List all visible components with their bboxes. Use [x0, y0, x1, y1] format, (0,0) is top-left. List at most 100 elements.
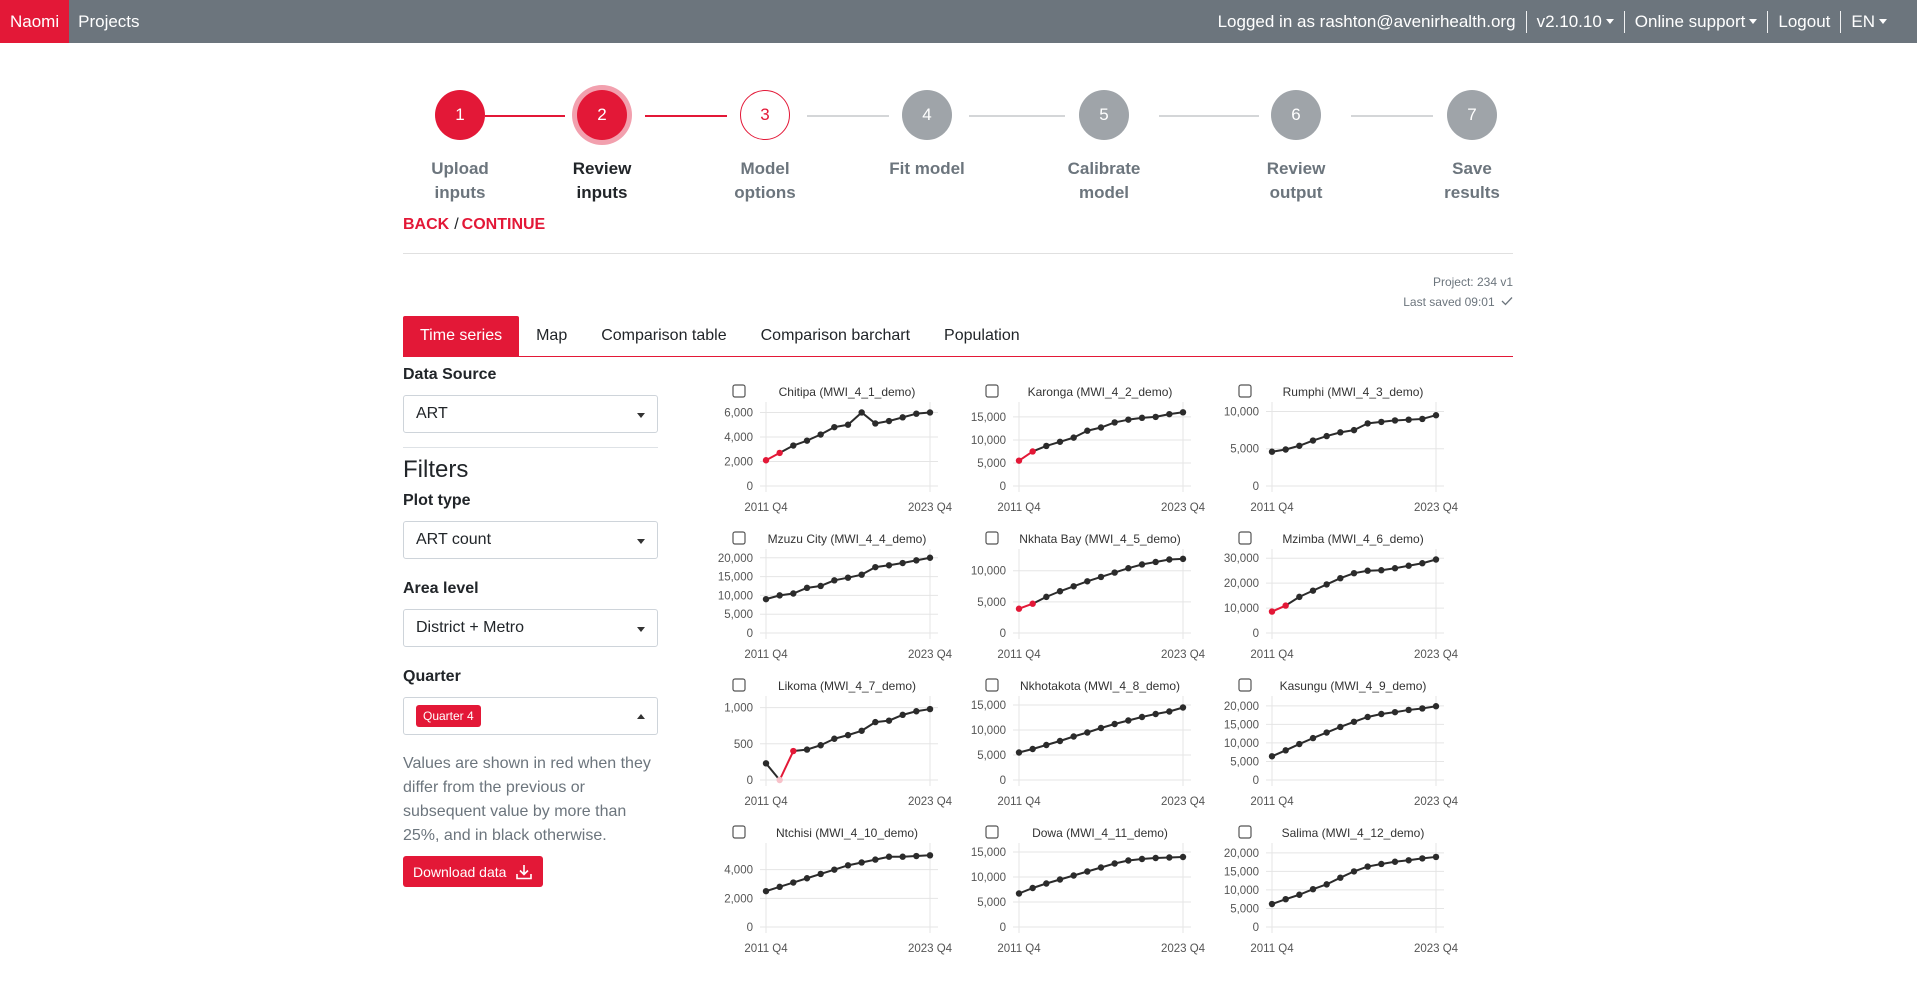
data-point: [1309, 885, 1317, 893]
quarter-select[interactable]: Quarter 4: [403, 697, 658, 735]
language-dropdown[interactable]: EN: [1840, 10, 1917, 33]
y-tick-label: 5,000: [724, 609, 753, 621]
data-point: [1391, 565, 1399, 572]
data-point: [1070, 872, 1077, 879]
brand-logo[interactable]: Naomi: [0, 0, 70, 43]
data-point: [1138, 414, 1146, 422]
tab-comparison-barchart[interactable]: Comparison barchart: [760, 327, 911, 344]
x-tick-label: 2011 Q4: [997, 943, 1041, 955]
x-tick-label: 2011 Q4: [1250, 502, 1294, 514]
data-point: [790, 590, 797, 597]
plot-type-select[interactable]: ART count: [403, 521, 658, 559]
data-point: [1405, 416, 1412, 423]
chart-select-checkbox[interactable]: [985, 384, 999, 398]
data-point: [1337, 723, 1344, 731]
data-point: [1419, 560, 1426, 567]
district-chart: Likoma (MWI_4_7_demo) 0 500 1,000 2011 Q4 202…: [724, 678, 953, 808]
district-chart: Dowa (MWI_4_11_demo) 0 5,000 10,000 15,000 20…: [971, 825, 1206, 955]
tab-comparison-table[interactable]: Comparison table: [601, 327, 727, 344]
tab-time-series[interactable]: Time series: [403, 316, 520, 356]
step-upload-inputs[interactable]: 1 Upload inputs: [400, 85, 520, 205]
data-point: [1152, 558, 1159, 566]
online-support-dropdown[interactable]: Online support: [1623, 10, 1768, 33]
data-point: [817, 582, 824, 590]
chart-select-checkbox[interactable]: [732, 825, 746, 839]
y-tick-label: 6,000: [724, 407, 753, 419]
version-dropdown[interactable]: v2.10.10: [1525, 10, 1624, 33]
data-point: [1309, 587, 1317, 594]
tab-map[interactable]: Map: [536, 327, 568, 344]
step-label: Save: [1452, 159, 1492, 178]
step-number: 5: [1079, 90, 1129, 140]
y-tick-label: 0: [747, 628, 753, 640]
download-label: Download data: [413, 863, 507, 880]
data-point: [762, 760, 770, 767]
step-review-inputs[interactable]: 2 Review inputs: [542, 85, 662, 205]
data-point: [762, 595, 770, 603]
data-point: [844, 862, 852, 869]
district-chart: Ntchisi (MWI_4_10_demo) 0 2,000 4,000 2011 Q…: [724, 825, 953, 955]
y-tick-label: 5,000: [977, 458, 1006, 470]
chevron-down-icon: [637, 627, 645, 632]
x-tick-label: 2011 Q4: [744, 502, 788, 514]
quarter-chip[interactable]: Quarter 4: [416, 705, 481, 727]
chart-select-checkbox[interactable]: [985, 825, 999, 839]
data-source-select[interactable]: ART: [403, 395, 658, 433]
chart-title: Ntchisi (MWI_4_10_demo): [776, 826, 918, 840]
y-tick-label: 10,000: [971, 725, 1006, 737]
projects-link[interactable]: Projects: [78, 11, 140, 31]
tab-population[interactable]: Population: [944, 327, 1020, 344]
chart-select-checkbox[interactable]: [1238, 531, 1252, 545]
y-tick-label: 0: [1253, 775, 1259, 787]
chart-select-checkbox[interactable]: [985, 531, 999, 545]
data-point: [899, 853, 906, 860]
chart-select-checkbox[interactable]: [1238, 678, 1252, 692]
step-model-options[interactable]: 3 Model options: [705, 85, 825, 205]
chart-select-checkbox[interactable]: [732, 384, 746, 398]
caret-down-icon: [1879, 19, 1887, 24]
data-point: [1029, 884, 1036, 892]
back-link[interactable]: BACK: [403, 216, 450, 233]
data-point: [885, 853, 893, 860]
chart-select-checkbox[interactable]: [732, 531, 746, 545]
area-level-select[interactable]: District + Metro: [403, 609, 658, 647]
project-info: Project: 234 v1 Last saved 09:01: [1403, 272, 1513, 312]
data-point: [1056, 588, 1064, 595]
step-number: 2: [577, 90, 627, 140]
data-point: [1419, 705, 1426, 712]
download-data-button[interactable]: Download data: [403, 856, 544, 887]
y-tick-label: 20,000: [1224, 848, 1259, 860]
project-name: Project: 234 v1: [1432, 275, 1513, 289]
data-point: [913, 708, 920, 715]
y-tick-label: 0: [1000, 628, 1006, 640]
chart-select-checkbox[interactable]: [732, 678, 746, 692]
district-chart: Salima (MWI_4_12_demo) 0 5,000 10,000 15,000…: [1224, 825, 1459, 955]
step-connector: [807, 115, 889, 117]
chart-select-checkbox[interactable]: [985, 678, 999, 692]
data-point: [1043, 442, 1050, 450]
data-point: [1179, 555, 1187, 563]
data-point: [1364, 567, 1371, 574]
divider: [403, 447, 658, 448]
data-point: [858, 571, 865, 578]
y-tick-label: 5,000: [1230, 444, 1259, 456]
chart-select-checkbox[interactable]: [1238, 384, 1252, 398]
data-point: [1179, 409, 1187, 416]
data-point: [1111, 860, 1118, 867]
chart-select-checkbox[interactable]: [1238, 825, 1252, 839]
series-segment: [765, 762, 781, 781]
data-point: [1029, 448, 1036, 455]
data-point: [1296, 593, 1303, 601]
continue-link[interactable]: CONTINUE: [461, 216, 546, 233]
y-tick-label: 0: [1000, 775, 1006, 787]
language-label: EN: [1851, 11, 1875, 31]
y-tick-label: 2,000: [724, 893, 753, 905]
y-tick-label: 1,000: [724, 703, 753, 715]
logout-link[interactable]: Logout: [1767, 10, 1840, 33]
data-point: [803, 437, 811, 444]
data-point: [1350, 868, 1358, 875]
y-tick-label: 10,000: [971, 435, 1006, 447]
data-point: [776, 776, 783, 784]
data-point: [872, 420, 879, 427]
data-point: [1084, 868, 1091, 875]
